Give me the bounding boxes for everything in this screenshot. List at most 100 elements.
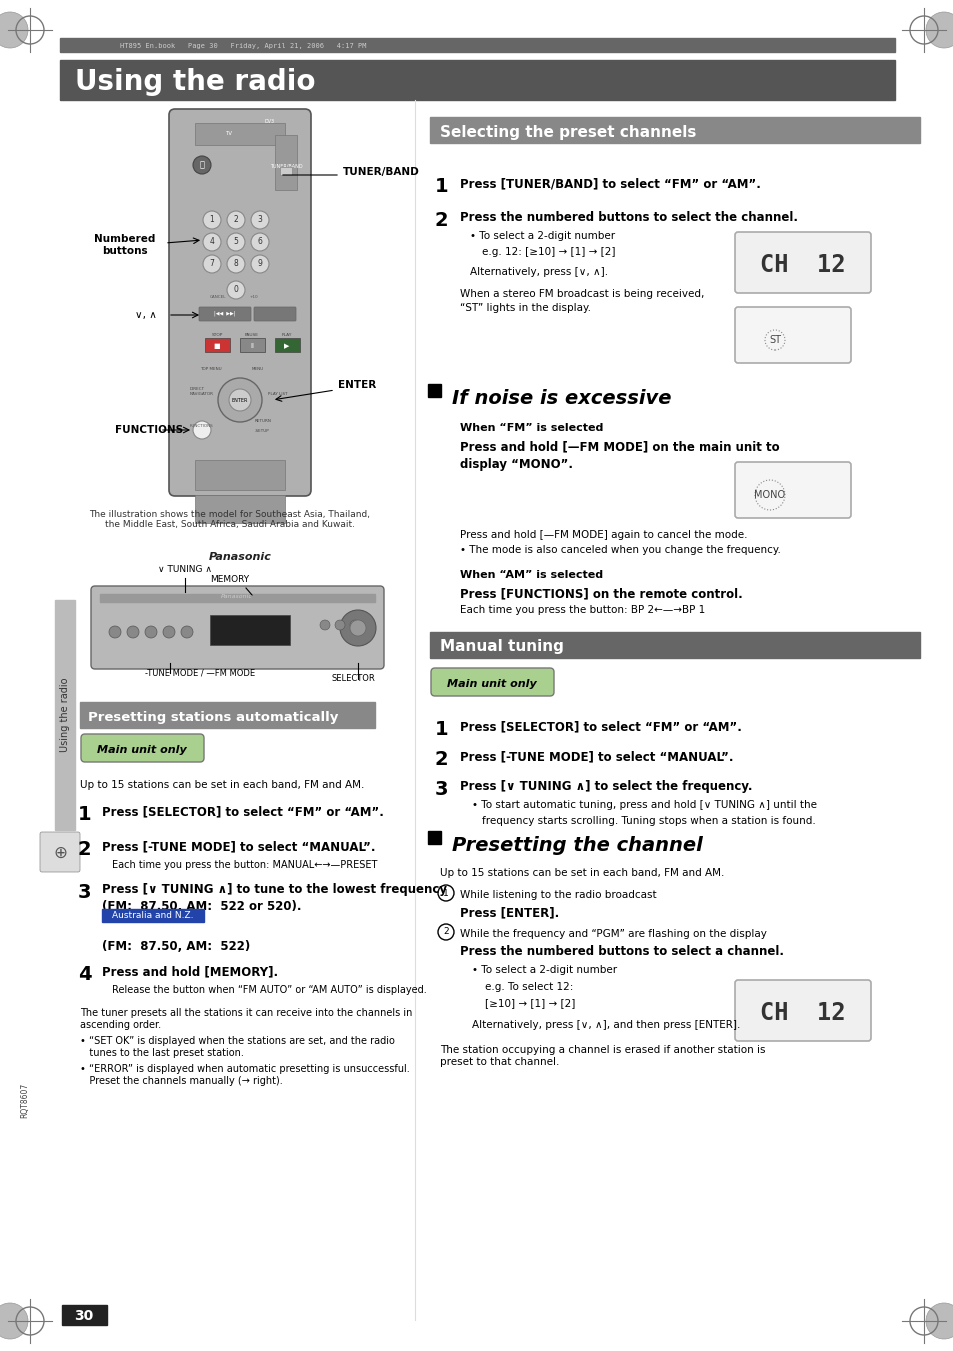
Text: DV3: DV3 — [265, 119, 274, 124]
Text: Presetting the channel: Presetting the channel — [452, 836, 702, 855]
Text: 5: 5 — [233, 238, 238, 246]
Text: 2: 2 — [233, 216, 238, 224]
Text: Numbered
buttons: Numbered buttons — [94, 234, 155, 255]
Bar — [430, 632, 919, 658]
Text: Press and hold [—FM MODE] again to cancel the mode.: Press and hold [—FM MODE] again to cance… — [459, 530, 747, 540]
Text: display “MONO”.: display “MONO”. — [459, 458, 573, 471]
Text: Up to 15 stations can be set in each band, FM and AM.: Up to 15 stations can be set in each ban… — [80, 780, 364, 790]
Circle shape — [227, 232, 245, 251]
Text: Press and hold [—FM MODE] on the main unit to: Press and hold [—FM MODE] on the main un… — [459, 440, 779, 453]
Bar — [194, 123, 285, 145]
Text: When “AM” is selected: When “AM” is selected — [459, 570, 602, 580]
Text: Manual tuning: Manual tuning — [439, 639, 563, 654]
Text: Press [-TUNE MODE] to select “MANUAL”.: Press [-TUNE MODE] to select “MANUAL”. — [459, 750, 733, 763]
Text: 1: 1 — [210, 216, 214, 224]
Text: Press [-TUNE MODE] to select “MANUAL”.: Press [-TUNE MODE] to select “MANUAL”. — [102, 840, 375, 852]
Text: 1: 1 — [78, 805, 91, 824]
Bar — [428, 831, 440, 844]
Text: Panasonic: Panasonic — [221, 594, 253, 598]
Circle shape — [227, 281, 245, 299]
Bar — [60, 59, 894, 100]
Text: TV: TV — [225, 131, 232, 136]
Text: Up to 15 stations can be set in each band, FM and AM.: Up to 15 stations can be set in each ban… — [439, 867, 723, 878]
Text: ∨, ∧: ∨, ∧ — [135, 309, 156, 320]
Text: Press the numbered buttons to select the channel.: Press the numbered buttons to select the… — [459, 211, 797, 224]
Text: 7: 7 — [210, 259, 214, 269]
Text: ENTER: ENTER — [232, 397, 248, 403]
Bar — [60, 38, 894, 51]
Text: 0: 0 — [233, 285, 238, 295]
FancyBboxPatch shape — [81, 734, 204, 762]
Circle shape — [925, 12, 953, 49]
Text: PLAY LIST: PLAY LIST — [268, 392, 287, 396]
Text: |◀◀  ▶▶|: |◀◀ ▶▶| — [214, 311, 235, 316]
Text: 1: 1 — [442, 889, 449, 897]
Bar — [428, 384, 440, 397]
Circle shape — [109, 626, 121, 638]
Circle shape — [350, 620, 359, 630]
Circle shape — [218, 378, 262, 422]
Text: 2: 2 — [443, 928, 448, 936]
Text: • To start automatic tuning, press and hold [∨ TUNING ∧] until the: • To start automatic tuning, press and h… — [472, 800, 816, 811]
Circle shape — [203, 232, 221, 251]
Text: II: II — [250, 343, 253, 349]
Text: The station occupying a channel is erased if another station is
preset to that c: The station occupying a channel is erase… — [439, 1046, 764, 1066]
Circle shape — [203, 211, 221, 230]
Text: Each time you press the button: MANUAL←→—PRESET: Each time you press the button: MANUAL←→… — [112, 861, 377, 870]
Text: CANCEL: CANCEL — [210, 295, 226, 299]
Text: FUNCTIONS: FUNCTIONS — [190, 424, 213, 428]
Text: ∨ TUNING ∧: ∨ TUNING ∧ — [158, 565, 212, 574]
FancyBboxPatch shape — [431, 667, 554, 696]
Text: FUNCTIONS: FUNCTIONS — [115, 426, 183, 435]
Bar — [210, 615, 290, 644]
Text: Selecting the preset channels: Selecting the preset channels — [439, 124, 696, 139]
Text: The tuner presets all the stations it can receive into the channels in
ascending: The tuner presets all the stations it ca… — [80, 1008, 412, 1029]
Text: When a stereo FM broadcast is being received,: When a stereo FM broadcast is being rece… — [459, 289, 703, 299]
Text: Press [ENTER].: Press [ENTER]. — [459, 907, 558, 919]
Circle shape — [229, 389, 251, 411]
Text: Using the radio: Using the radio — [75, 68, 315, 96]
Text: frequency starts scrolling. Tuning stops when a station is found.: frequency starts scrolling. Tuning stops… — [481, 816, 815, 825]
Text: RQT8607: RQT8607 — [20, 1082, 30, 1117]
Text: Press the numbered buttons to select a channel.: Press the numbered buttons to select a c… — [459, 944, 783, 958]
Bar — [205, 338, 230, 353]
Text: ⊕: ⊕ — [53, 844, 67, 862]
Text: PLAY: PLAY — [281, 332, 292, 336]
Circle shape — [127, 626, 139, 638]
Text: Press [SELECTOR] to select “FM” or “AM”.: Press [SELECTOR] to select “FM” or “AM”. — [459, 720, 741, 734]
Text: MENU: MENU — [252, 367, 264, 372]
Circle shape — [251, 232, 269, 251]
Text: -SETUP: -SETUP — [254, 430, 270, 434]
Text: 2: 2 — [435, 211, 448, 230]
Text: CH  12: CH 12 — [760, 253, 845, 277]
Text: Using the radio: Using the radio — [60, 678, 70, 753]
Circle shape — [335, 620, 345, 630]
Text: Press [TUNER/BAND] to select “FM” or “AM”.: Press [TUNER/BAND] to select “FM” or “AM… — [459, 177, 760, 190]
Text: Australia and N.Z.: Australia and N.Z. — [112, 912, 193, 920]
Text: [≥10] → [1] → [2]: [≥10] → [1] → [2] — [484, 998, 575, 1008]
Text: 6: 6 — [257, 238, 262, 246]
Text: ENTER: ENTER — [337, 380, 375, 390]
Text: 3: 3 — [78, 884, 91, 902]
Text: HT895 En.book   Page 30   Friday, April 21, 2006   4:17 PM: HT895 En.book Page 30 Friday, April 21, … — [120, 43, 366, 49]
Text: Each time you press the button: BP 2←—→BP 1: Each time you press the button: BP 2←—→B… — [459, 605, 704, 615]
Text: While the frequency and “PGM” are flashing on the display: While the frequency and “PGM” are flashi… — [459, 929, 766, 939]
Text: SELECTOR: SELECTOR — [331, 674, 375, 684]
FancyBboxPatch shape — [734, 462, 850, 517]
Circle shape — [193, 422, 211, 439]
Text: 8: 8 — [233, 259, 238, 269]
Text: 2: 2 — [435, 750, 448, 769]
Circle shape — [193, 155, 211, 174]
Text: (FM:  87.50, AM:  522): (FM: 87.50, AM: 522) — [102, 940, 250, 952]
Text: While listening to the radio broadcast: While listening to the radio broadcast — [459, 890, 656, 900]
Circle shape — [203, 255, 221, 273]
Bar — [274, 135, 296, 190]
Text: ⏻: ⏻ — [199, 161, 204, 169]
Circle shape — [251, 211, 269, 230]
Text: • To select a 2-digit number: • To select a 2-digit number — [472, 965, 617, 975]
Text: Press [SELECTOR] to select “FM” or “AM”.: Press [SELECTOR] to select “FM” or “AM”. — [102, 805, 383, 817]
Bar — [62, 1305, 107, 1325]
FancyBboxPatch shape — [734, 307, 850, 363]
Bar — [274, 338, 299, 353]
Text: • The mode is also canceled when you change the frequency.: • The mode is also canceled when you cha… — [459, 544, 781, 555]
